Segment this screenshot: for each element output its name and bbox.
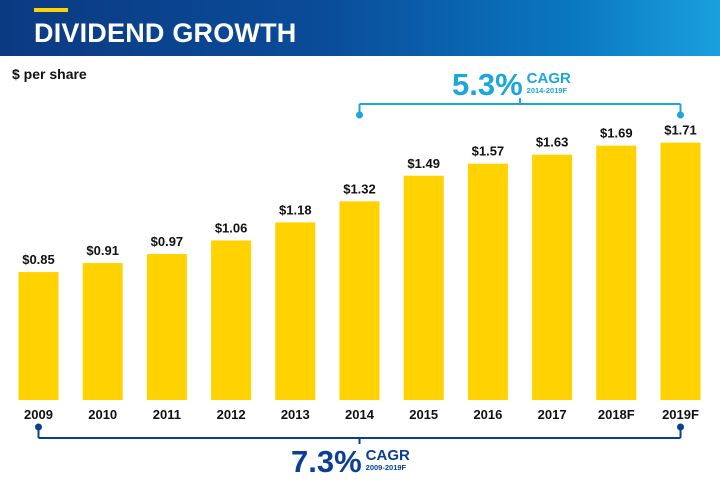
bar-2011: [146, 254, 187, 400]
x-tick-label-2016: 2016: [473, 407, 502, 422]
cagr-bottom-annotation: 7.3% CAGR 2009-2019F: [291, 444, 410, 480]
header-banner: DIVIDEND GROWTH: [0, 0, 720, 56]
bar-2014: [339, 201, 380, 400]
data-label-2011: $0.97: [151, 234, 184, 249]
bar-2009: [18, 272, 59, 400]
bar-2019f: [660, 142, 701, 400]
data-label-2018f: $1.69: [600, 126, 633, 141]
y-axis-unit-label: $ per share: [12, 66, 87, 82]
x-tick-label-2012: 2012: [217, 407, 246, 422]
data-label-2014: $1.32: [343, 181, 376, 196]
x-tick-label-2017: 2017: [538, 407, 567, 422]
bar-2012: [211, 240, 252, 400]
bar-2018f: [596, 145, 637, 400]
cagr-bottom-bracket: [35, 423, 684, 444]
bar-2013: [275, 222, 316, 400]
x-tick-label-2018f: 2018F: [598, 407, 635, 422]
cagr-top-annotation: 5.3% CAGR 2014-2019F: [452, 67, 571, 103]
data-label-2009: $0.85: [22, 252, 55, 267]
cagr-bottom-label: CAGR: [365, 447, 410, 464]
cagr-top-value: 5.3%: [452, 67, 523, 102]
data-label-2010: $0.91: [86, 243, 119, 258]
data-label-2015: $1.49: [407, 156, 440, 171]
x-tick-label-2014: 2014: [345, 407, 375, 422]
cagr-top-range: 2014-2019F: [526, 86, 568, 95]
x-tick-label-2009: 2009: [24, 407, 53, 422]
x-tick-label-2011: 2011: [153, 407, 181, 422]
cagr-bottom-value: 7.3%: [291, 444, 362, 479]
x-tick-label-2015: 2015: [409, 407, 438, 422]
cagr-top-label: CAGR: [526, 70, 571, 87]
page-title: DIVIDEND GROWTH: [34, 18, 297, 48]
cagr-bottom-range: 2009-2019F: [365, 463, 407, 472]
cagr-top-bracket: [356, 98, 684, 119]
x-tick-label-2013: 2013: [281, 407, 310, 422]
data-label-2016: $1.57: [472, 144, 505, 159]
bar-2017: [532, 154, 573, 400]
header-accent-bar: [34, 8, 68, 12]
data-label-2012: $1.06: [215, 220, 248, 235]
x-tick-label-2019f: 2019F: [662, 407, 699, 422]
bar-2016: [467, 163, 508, 400]
data-label-2019f: $1.71: [664, 123, 697, 138]
bar-2015: [403, 175, 444, 400]
data-label-2017: $1.63: [536, 135, 569, 150]
x-tick-label-2010: 2010: [88, 407, 117, 422]
data-label-2013: $1.18: [279, 202, 312, 217]
bar-2010: [82, 263, 123, 400]
